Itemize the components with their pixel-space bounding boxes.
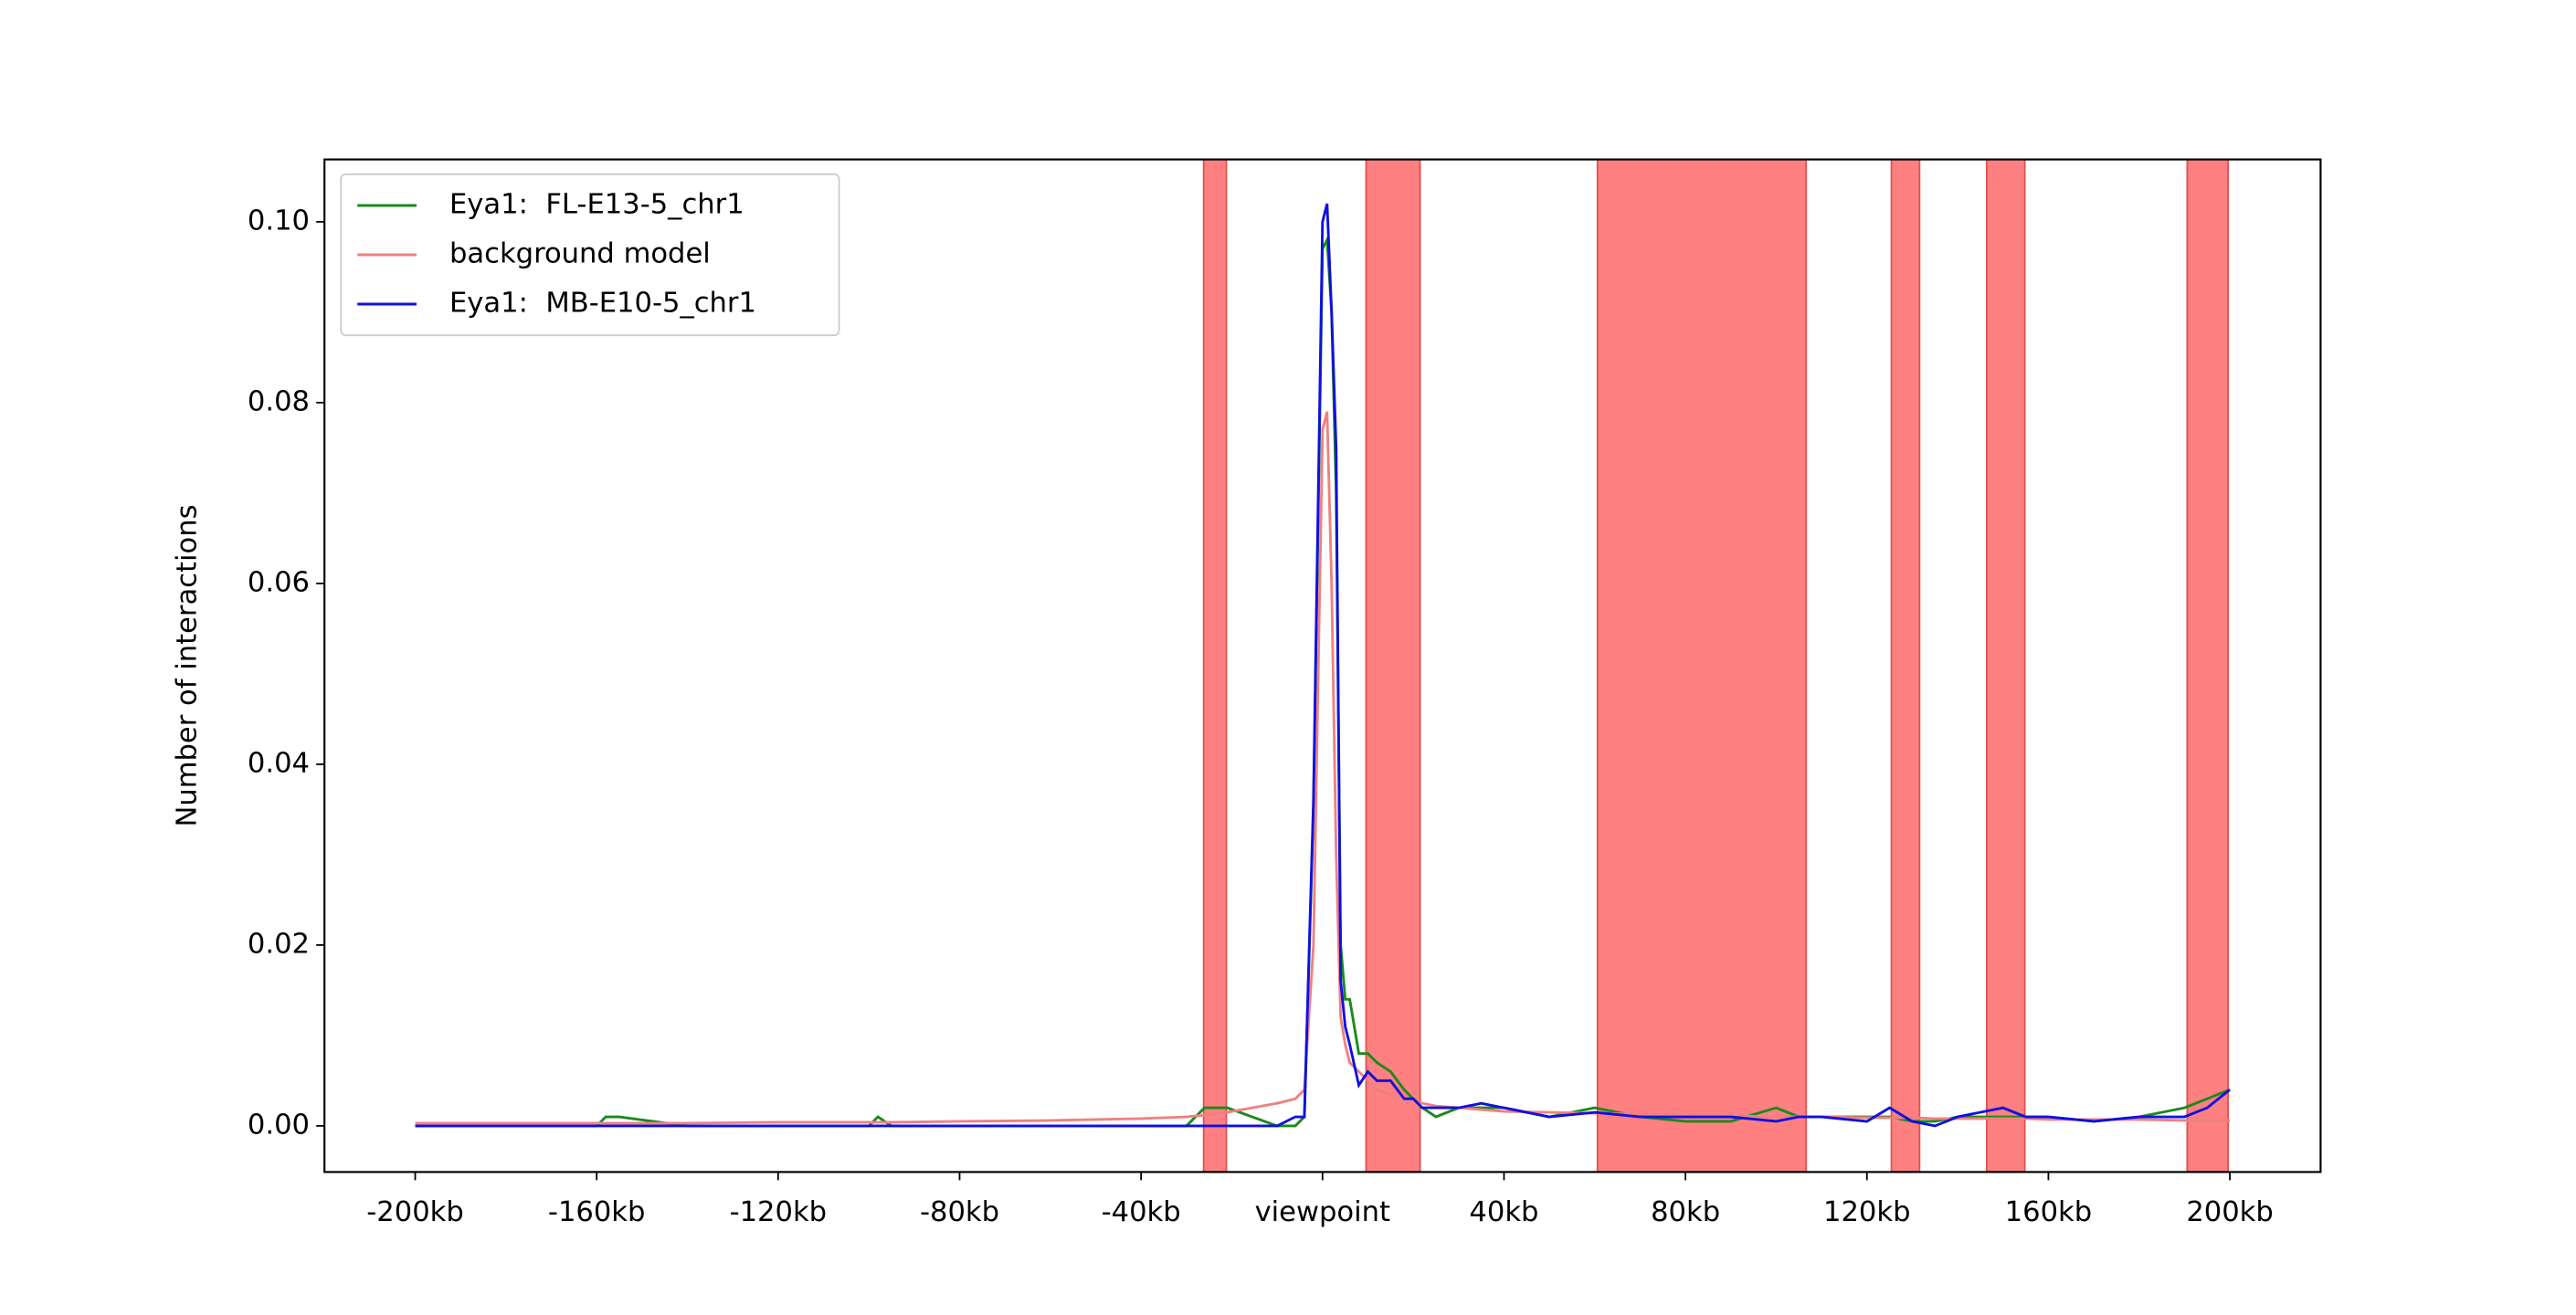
y-tick-label: 0.10 [248,205,310,237]
series-line [415,235,2231,1128]
series-line [415,411,2231,1125]
x-tick-label: -120kb [730,1196,828,1228]
legend-label: Eya1: FL-E13-5_chr1 [449,189,744,221]
x-tick-label: -40kb [1102,1196,1181,1228]
legend-label: Eya1: MB-E10-5_chr1 [449,288,756,320]
legend-label: background model [449,238,711,270]
x-tick-label: -80kb [920,1196,999,1228]
y-tick-label: 0.06 [248,566,310,598]
series-line [415,203,2231,1128]
highlight-region [2186,158,2229,1173]
y-axis-label: Number of interactions [171,504,203,826]
y-tick-label: 0.02 [248,928,310,960]
x-tick-label: 200kb [2186,1196,2273,1228]
x-tick-label: 160kb [2005,1196,2092,1228]
highlight-region [1985,158,2026,1173]
x-tick-label: 40kb [1469,1196,1538,1228]
x-tick-label: -200kb [366,1196,464,1228]
highlight-region [1202,158,1228,1173]
x-tick-label: 120kb [1823,1196,1910,1228]
highlight-region [1890,158,1921,1173]
x-tick-label: 80kb [1651,1196,1720,1228]
y-tick-label: 0.00 [248,1109,310,1141]
x-tick-label: -160kb [548,1196,646,1228]
legend-box [340,173,840,337]
y-tick-label: 0.04 [248,747,310,779]
x-tick-label: viewpoint [1255,1196,1390,1228]
highlight-region [1365,158,1421,1173]
y-tick-label: 0.08 [248,385,310,417]
highlight-region [1596,158,1808,1173]
